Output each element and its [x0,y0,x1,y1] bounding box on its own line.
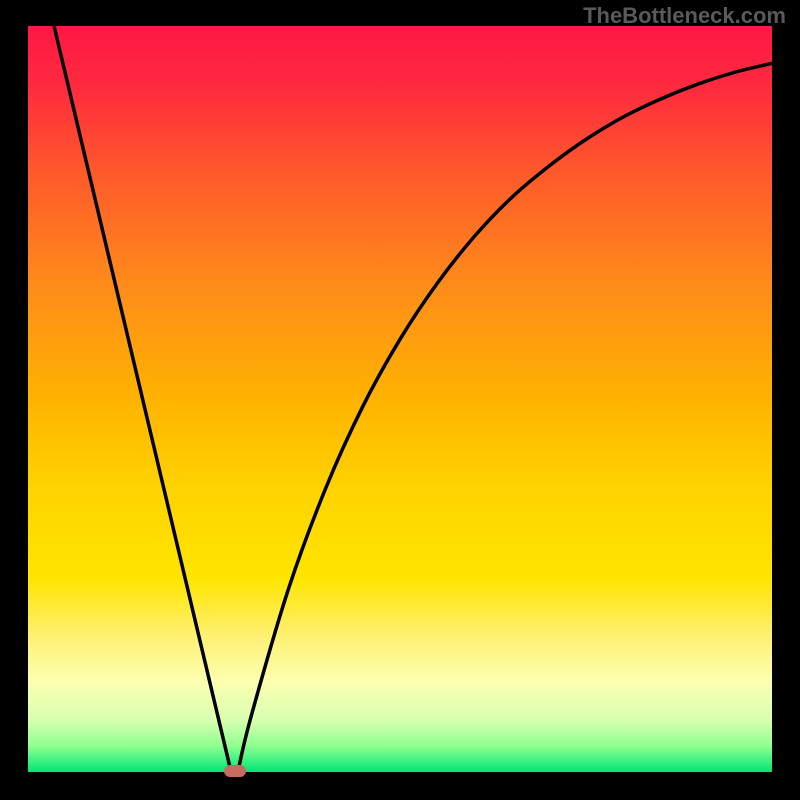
curve-overlay [28,26,772,772]
plot-area [28,26,772,772]
optimal-point-marker[interactable] [224,765,246,777]
watermark-text: TheBottleneck.com [583,3,786,29]
chart-container: TheBottleneck.com [0,0,800,800]
bottleneck-curve [54,26,772,772]
